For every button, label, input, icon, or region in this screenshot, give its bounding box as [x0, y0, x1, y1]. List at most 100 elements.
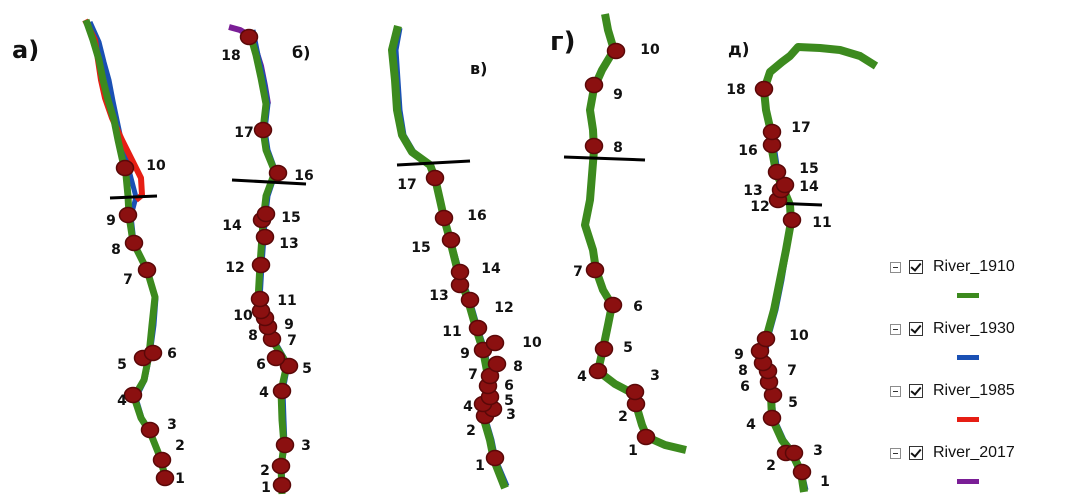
sample-point-label: 11	[277, 293, 296, 309]
legend-item-river-1930: River_1930	[890, 317, 1066, 379]
sample-point-marker	[155, 469, 175, 487]
sample-point-label: 13	[279, 236, 298, 252]
sample-point-marker	[485, 449, 505, 467]
sample-point-label: 13	[429, 288, 448, 304]
sample-point-marker	[251, 256, 271, 274]
panel-a	[82, 18, 172, 485]
sample-point-marker	[754, 80, 774, 98]
section-line	[109, 194, 158, 200]
layer-name: River_2017	[933, 444, 1015, 461]
layer-visibility-checkbox[interactable]	[909, 260, 923, 274]
sample-point-label: 16	[738, 143, 757, 159]
sample-point-label: 7	[468, 367, 478, 383]
sample-point-label: 1	[261, 480, 271, 496]
section-line	[563, 155, 646, 162]
sample-point-marker	[275, 436, 295, 454]
sample-point-marker	[266, 349, 286, 367]
collapse-icon[interactable]	[890, 385, 901, 397]
sample-point-marker	[756, 330, 776, 348]
layer-name: River_1985	[933, 382, 1015, 399]
sample-point-label: 12	[750, 199, 769, 215]
sample-point-marker	[239, 28, 259, 46]
layer-visibility-checkbox[interactable]	[909, 384, 923, 398]
sample-point-label: 7	[287, 333, 297, 349]
layer-visibility-checkbox[interactable]	[909, 322, 923, 336]
sample-point-label: 2	[766, 458, 776, 474]
sample-point-marker	[792, 463, 812, 481]
sample-point-label: 4	[746, 417, 756, 433]
sample-point-marker	[606, 42, 626, 60]
sample-point-label: 5	[504, 393, 514, 409]
sample-point-label: 2	[260, 463, 270, 479]
legend-item-river-1985: River_1985	[890, 379, 1066, 441]
layer-name: River_1910	[933, 258, 1015, 275]
sample-point-label: 9	[734, 347, 744, 363]
sample-point-label: 3	[813, 443, 823, 459]
sample-point-marker	[762, 123, 782, 141]
sample-point-label: 6	[504, 378, 514, 394]
sample-point-label: 9	[106, 213, 116, 229]
collapse-icon[interactable]	[890, 447, 901, 459]
panel-label: д)	[728, 40, 750, 60]
sample-point-label: 1	[175, 471, 185, 487]
sample-point-label: 18	[221, 48, 240, 64]
sample-point-label: 14	[799, 179, 819, 195]
river-1910-line	[756, 43, 879, 493]
sample-point-label: 11	[442, 324, 461, 340]
panel-label: в)	[470, 59, 487, 78]
sample-point-label: 12	[225, 260, 244, 276]
sample-point-marker	[625, 383, 645, 401]
sample-point-label: 8	[738, 363, 748, 379]
sample-point-label: 4	[117, 393, 127, 409]
sample-point-marker	[584, 137, 604, 155]
sample-point-label: 16	[294, 168, 313, 184]
sample-point-label: 5	[117, 357, 127, 373]
sample-point-label: 4	[577, 369, 587, 385]
river-1910-line	[82, 18, 172, 485]
sample-point-marker	[143, 344, 163, 362]
sample-point-label: 9	[460, 346, 470, 362]
sample-point-label: 18	[726, 82, 745, 98]
legend-swatch	[957, 479, 979, 484]
sample-point-marker	[140, 421, 160, 439]
sample-point-marker	[118, 206, 138, 224]
sample-point-label: 10	[146, 158, 166, 174]
sample-point-marker	[123, 386, 143, 404]
legend-item-river-1910: River_1910	[890, 255, 1066, 317]
sample-point-marker	[272, 382, 292, 400]
sample-point-marker	[137, 261, 157, 279]
sample-point-marker	[762, 409, 782, 427]
sample-point-label: 3	[167, 417, 177, 433]
layer-visibility-checkbox[interactable]	[909, 446, 923, 460]
sample-point-label: 7	[573, 264, 583, 280]
sample-point-label: 7	[787, 363, 797, 379]
sample-point-label: 10	[789, 328, 809, 344]
sample-point-marker	[124, 234, 144, 252]
sample-point-label: 8	[248, 328, 258, 344]
sample-point-label: 3	[506, 407, 516, 423]
panel-points: 1 2 3 4 5 6 78 9 10	[106, 158, 185, 487]
sample-point-label: 6	[167, 346, 177, 362]
sample-point-marker	[441, 231, 461, 249]
sample-point-marker	[268, 164, 288, 182]
collapse-icon[interactable]	[890, 323, 901, 335]
sample-point-label: 17	[234, 125, 253, 141]
sample-point-marker	[603, 296, 623, 314]
sample-point-label: 16	[467, 208, 486, 224]
section-line	[231, 178, 307, 186]
sample-point-label: 17	[397, 177, 416, 193]
panel-label: г)	[550, 27, 575, 57]
section-line	[396, 159, 471, 167]
sample-point-marker	[588, 362, 608, 380]
sample-point-label: 2	[466, 423, 476, 439]
sample-point-label: 5	[788, 395, 798, 411]
sample-point-label: 6	[740, 379, 750, 395]
legend-swatch	[957, 293, 979, 298]
sample-point-label: 11	[812, 215, 831, 231]
sample-point-label: 2	[618, 409, 628, 425]
sample-point-label: 10	[233, 308, 253, 324]
sample-point-label: 13	[743, 183, 762, 199]
collapse-icon[interactable]	[890, 261, 901, 273]
